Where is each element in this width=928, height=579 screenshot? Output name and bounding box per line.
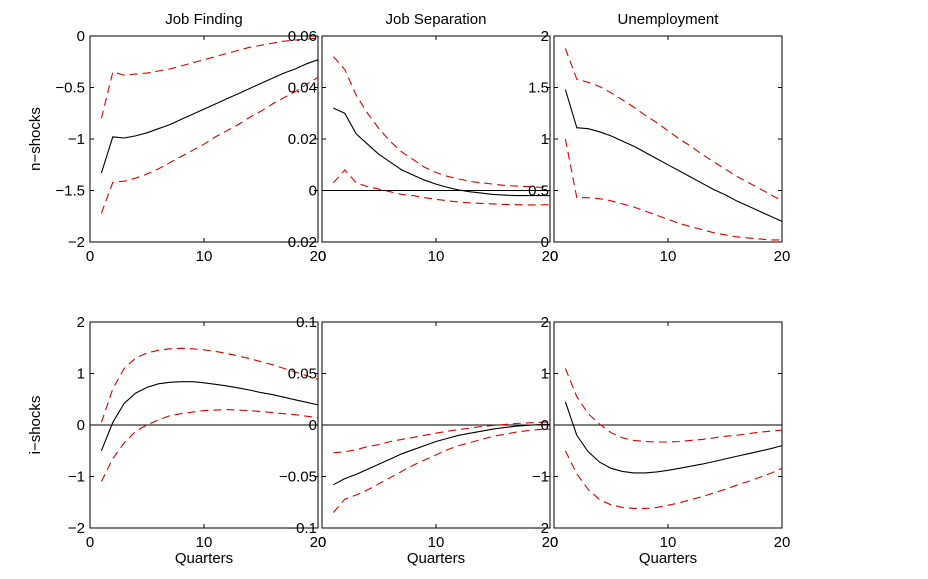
panel-title: Job Separation (386, 11, 487, 28)
y-tick-label: −2 (68, 520, 85, 537)
y-tick-label: 0 (309, 183, 317, 200)
series-upper-line (564, 368, 783, 443)
x-axis-label: Quarters (407, 550, 465, 567)
x-tick-label: 10 (428, 248, 445, 265)
series-lower-line (100, 76, 319, 214)
y-tick-label: −1.5 (55, 183, 85, 200)
y-tick-label: −0.1 (287, 520, 317, 537)
axes-box (321, 35, 551, 243)
series-estimate-line (333, 423, 551, 486)
series-upper-line (564, 48, 783, 202)
y-tick-label: −2 (68, 234, 85, 251)
x-tick-label: 0 (318, 248, 326, 265)
series-estimate-line (100, 381, 319, 452)
x-tick-label: 10 (196, 534, 213, 551)
y-tick-label: 0 (541, 417, 549, 434)
panel-title: Unemployment (618, 11, 720, 28)
x-tick-label: 20 (310, 248, 327, 265)
y-axis-label: n−shocks (27, 107, 44, 171)
series-upper-line (332, 56, 551, 188)
series-lower-line (332, 169, 551, 206)
y-tick-label: 1 (541, 131, 549, 148)
series-estimate-line (100, 59, 319, 174)
x-tick-label: 20 (774, 248, 791, 265)
x-tick-label: 20 (310, 534, 327, 551)
series-upper-line (100, 347, 319, 423)
series-lower-line (564, 450, 783, 509)
x-tick-label: 10 (660, 534, 677, 551)
panel-1: 0 10 20 −2 −1.5 −1 −0.5 0 Job Finding n−shocks (27, 11, 326, 265)
series-estimate-line (333, 107, 550, 197)
y-tick-label: 0 (77, 28, 85, 45)
x-tick-label: 10 (196, 248, 213, 265)
y-tick-label: 1 (541, 366, 549, 383)
y-tick-label: 0 (77, 417, 85, 434)
series-estimate-line (564, 89, 783, 222)
axes-box (89, 35, 319, 243)
y-tick-label: 2 (77, 314, 85, 331)
series-lower-line (100, 409, 319, 482)
y-tick-label: 0 (309, 417, 317, 434)
y-tick-label: −1 (532, 469, 549, 486)
y-tick-label: −2 (532, 520, 549, 537)
y-tick-label: 0.1 (296, 314, 317, 331)
x-tick-label: 20 (542, 534, 559, 551)
x-tick-label: 0 (86, 534, 94, 551)
x-tick-label: 10 (660, 248, 677, 265)
x-tick-label: 0 (318, 534, 326, 551)
panel-title: Job Finding (165, 11, 243, 28)
panel-4: 0 10 20 −2 −1 0 1 2 Quarters i−shocks (27, 314, 326, 567)
y-axis-label: i−shocks (27, 396, 44, 455)
y-tick-label: −1 (68, 131, 85, 148)
x-tick-label: 10 (428, 534, 445, 551)
y-tick-label: −0.05 (279, 469, 317, 486)
y-tick-label: −0.5 (55, 80, 85, 97)
y-tick-label: 2 (541, 28, 549, 45)
y-tick-label: 0.05 (288, 366, 317, 383)
axes-box (553, 35, 783, 243)
series-estimate-line (564, 401, 783, 474)
y-tick-label: 1.5 (528, 80, 549, 97)
series-upper-line (100, 37, 319, 119)
x-tick-label: 20 (542, 248, 559, 265)
x-tick-label: 0 (86, 248, 94, 265)
y-tick-label: −1 (68, 469, 85, 486)
y-tick-label: 0 (541, 234, 549, 251)
series-upper-line (333, 421, 551, 454)
y-tick-label: −0.02 (279, 234, 317, 251)
x-tick-label: 0 (550, 534, 558, 551)
y-tick-label: 0.06 (288, 28, 317, 45)
y-tick-label: 0.02 (288, 131, 317, 148)
y-tick-label: 2 (541, 314, 549, 331)
y-tick-label: 1 (77, 366, 85, 383)
series-lower-line (332, 428, 551, 513)
y-tick-label: 0.04 (288, 80, 317, 97)
series-lower-line (564, 138, 782, 241)
y-tick-label: 0.5 (528, 183, 549, 200)
x-axis-label: Quarters (175, 550, 233, 567)
x-tick-label: 0 (550, 248, 558, 265)
x-axis-label: Quarters (639, 550, 697, 567)
x-tick-label: 20 (774, 534, 791, 551)
